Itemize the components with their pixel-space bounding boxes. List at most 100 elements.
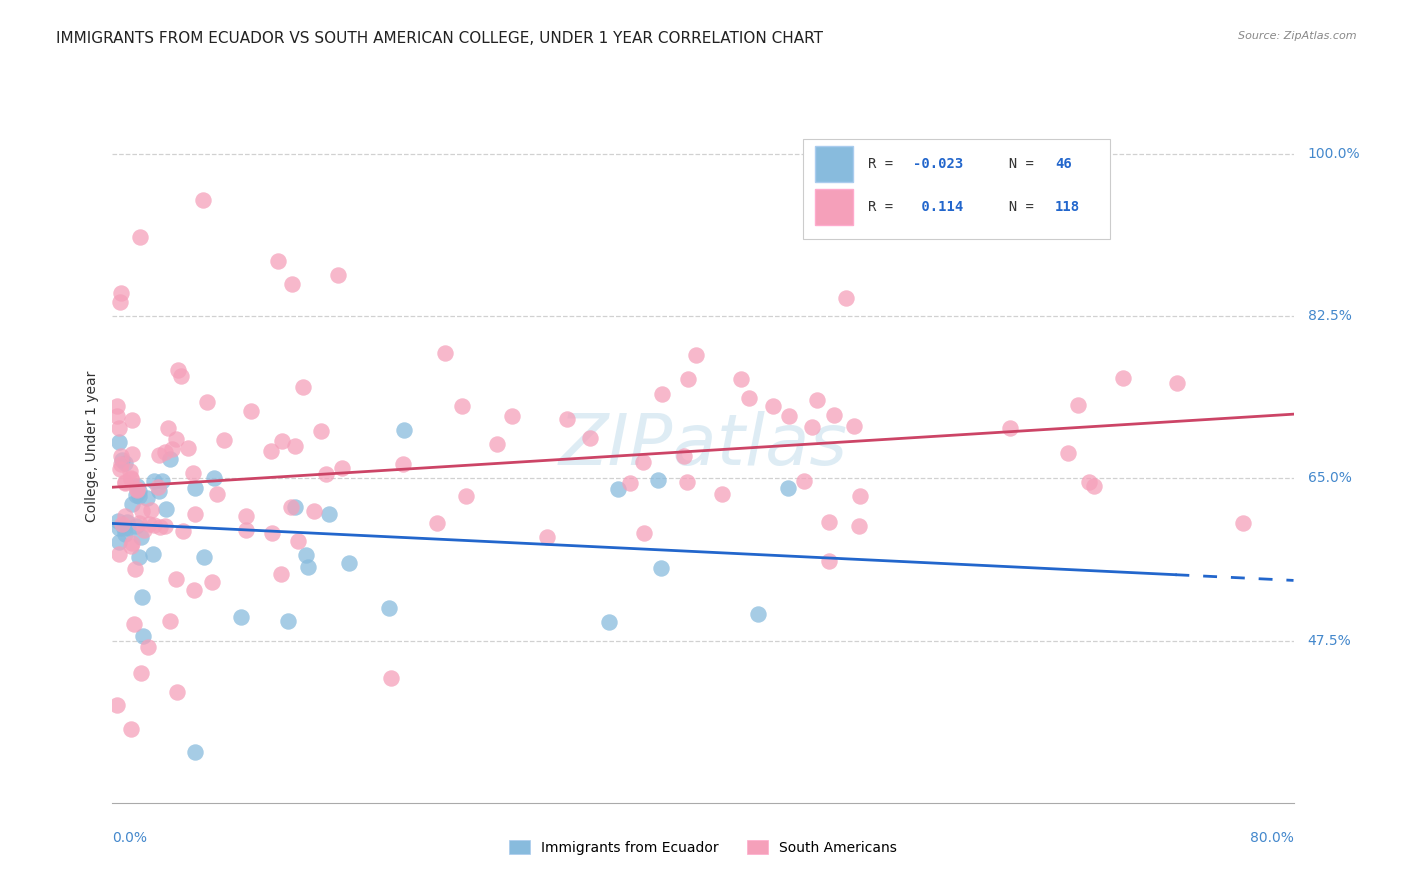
Point — [142, 518, 165, 533]
Point — [747, 607, 769, 622]
Point — [117, 521, 139, 535]
Point — [108, 535, 131, 549]
Text: 100.0%: 100.0% — [1308, 147, 1361, 161]
Point — [1112, 371, 1135, 385]
Point — [159, 614, 181, 628]
Point — [135, 491, 157, 506]
Point — [183, 507, 205, 521]
Point — [271, 434, 294, 448]
Point — [392, 423, 415, 437]
Point — [762, 400, 785, 414]
Point — [685, 348, 707, 362]
Point — [485, 436, 508, 450]
Point — [633, 526, 655, 541]
Point — [193, 549, 215, 564]
Point — [105, 409, 128, 423]
Point — [110, 449, 132, 463]
Text: N =: N = — [993, 200, 1043, 214]
FancyBboxPatch shape — [803, 139, 1111, 239]
Point — [1166, 376, 1188, 390]
Point — [451, 399, 474, 413]
Point — [121, 472, 143, 486]
Text: Source: ZipAtlas.com: Source: ZipAtlas.com — [1239, 31, 1357, 41]
Point — [776, 482, 799, 496]
Point — [207, 487, 229, 501]
Point — [172, 524, 194, 538]
Point — [793, 474, 815, 488]
FancyBboxPatch shape — [815, 189, 853, 225]
Point — [297, 559, 319, 574]
Point — [606, 482, 628, 496]
Point — [165, 572, 187, 586]
Point — [302, 504, 325, 518]
Point — [284, 500, 307, 514]
Point — [128, 550, 150, 565]
Point — [121, 413, 143, 427]
Point — [710, 487, 733, 501]
Point — [125, 488, 148, 502]
Point — [121, 447, 143, 461]
Point — [730, 372, 752, 386]
Point — [801, 420, 824, 434]
Point — [647, 473, 669, 487]
Point — [139, 503, 162, 517]
Point — [110, 286, 132, 301]
FancyBboxPatch shape — [815, 146, 853, 182]
Point — [284, 439, 307, 453]
Point — [676, 372, 699, 386]
Point — [326, 268, 349, 282]
Point — [998, 420, 1021, 434]
Point — [291, 380, 314, 394]
Point — [212, 433, 235, 447]
Point — [153, 445, 176, 459]
Point — [114, 475, 136, 490]
Point — [159, 451, 181, 466]
Point — [131, 590, 153, 604]
Point — [555, 411, 578, 425]
Point — [177, 441, 200, 455]
Text: 47.5%: 47.5% — [1308, 633, 1351, 648]
Text: -0.023: -0.023 — [914, 157, 963, 171]
Point — [598, 615, 620, 629]
Point — [1232, 516, 1254, 530]
Y-axis label: College, Under 1 year: College, Under 1 year — [84, 370, 98, 522]
Point — [1056, 446, 1078, 460]
Point — [619, 475, 641, 490]
Point — [501, 409, 523, 423]
Point — [110, 457, 132, 471]
Point — [184, 745, 207, 759]
Point — [433, 346, 456, 360]
Point — [160, 442, 183, 456]
Point — [309, 424, 332, 438]
Point — [823, 409, 845, 423]
Point — [536, 530, 558, 544]
Point — [183, 582, 205, 597]
Point — [129, 530, 152, 544]
Point — [150, 474, 173, 488]
Point — [131, 504, 153, 518]
Point — [107, 420, 129, 434]
Point — [155, 501, 177, 516]
Point — [426, 516, 449, 531]
Point — [778, 409, 800, 423]
Point — [114, 475, 136, 489]
Point — [114, 527, 136, 541]
Point — [166, 684, 188, 698]
Text: 82.5%: 82.5% — [1308, 310, 1351, 323]
Point — [262, 526, 284, 541]
Point — [267, 253, 290, 268]
Point — [651, 386, 673, 401]
Point — [270, 566, 292, 581]
Point — [118, 464, 141, 478]
Point — [120, 539, 142, 553]
Point — [378, 601, 401, 615]
Point — [138, 516, 160, 531]
Point — [184, 481, 207, 495]
Point — [456, 489, 478, 503]
Point — [125, 483, 148, 497]
Point — [240, 403, 263, 417]
Text: ZIPatlas: ZIPatlas — [558, 411, 848, 481]
Text: 0.0%: 0.0% — [112, 831, 148, 846]
Point — [157, 421, 180, 435]
Point — [110, 295, 132, 310]
